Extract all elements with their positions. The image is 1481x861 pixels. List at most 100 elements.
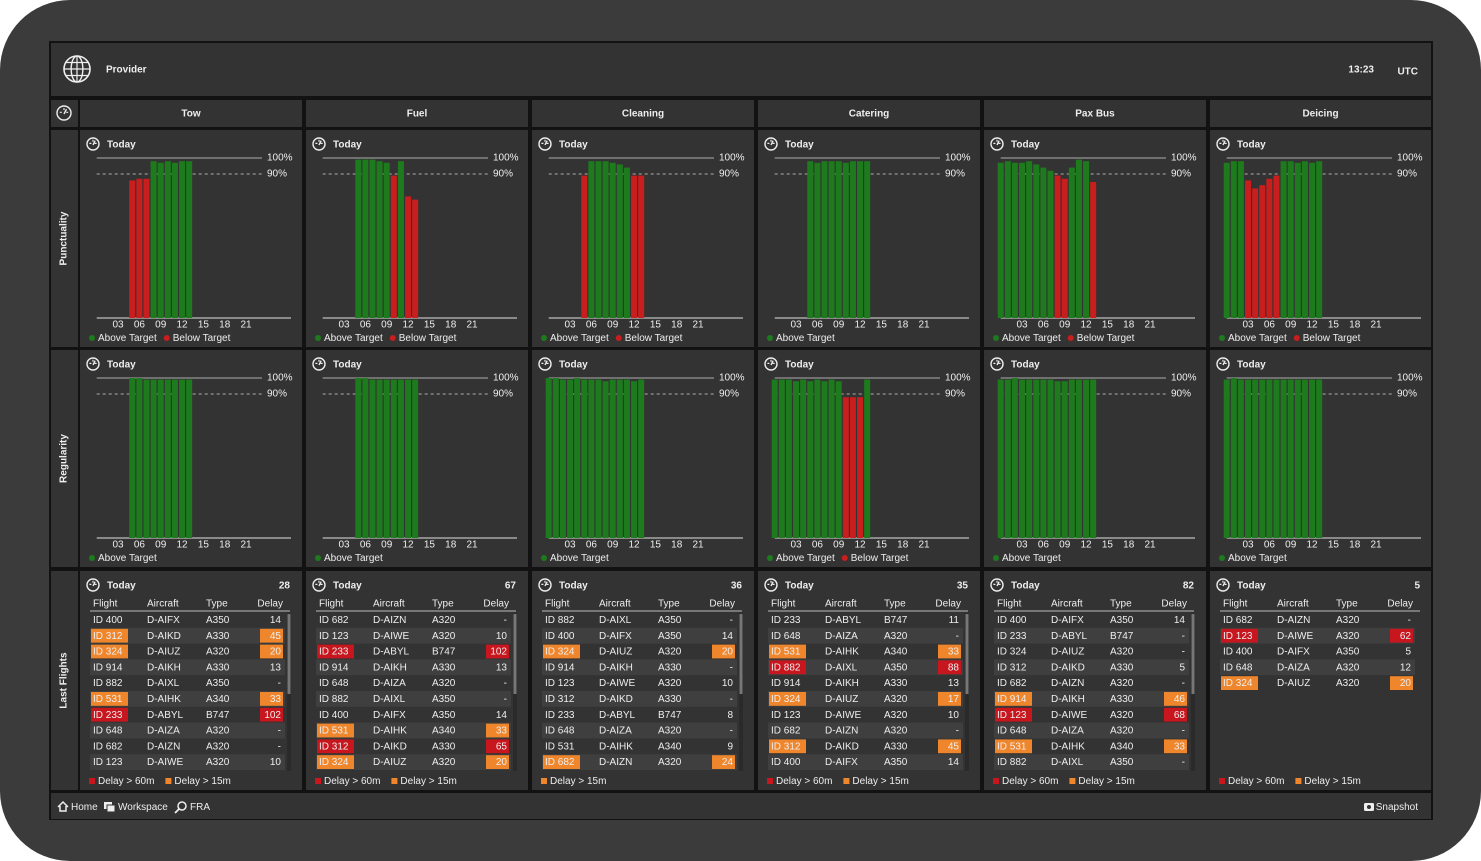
legend-label: Delay > 60m (98, 776, 154, 787)
bar (623, 167, 630, 318)
y-tick-label: 90% (945, 169, 965, 180)
bar (807, 161, 814, 318)
cell-type: A350 (884, 757, 908, 768)
cell-delay: 46 (1174, 694, 1186, 705)
panel (532, 571, 754, 790)
bar (574, 378, 581, 538)
gauge-needle (63, 108, 68, 115)
scroll-thumb[interactable] (965, 614, 969, 694)
cell-aircraft: D-AIKD (147, 631, 181, 642)
cell-type: A350 (432, 694, 456, 705)
cell-flight: ID 914 (997, 694, 1027, 705)
gauge-needle (544, 140, 548, 146)
cell-delay: - (1182, 757, 1185, 768)
header-bar (51, 43, 1431, 96)
bar (842, 397, 849, 538)
bar (631, 381, 638, 538)
legend-swatch (993, 335, 999, 341)
bar (828, 379, 835, 538)
cell-flight: ID 400 (997, 615, 1027, 626)
bar (1301, 379, 1308, 538)
nav-location[interactable]: FRA (190, 802, 210, 813)
cell-delay: 14 (1174, 615, 1186, 626)
cell-type: B747 (432, 647, 456, 658)
row-stripe (90, 691, 285, 707)
nav-home[interactable]: Home (71, 802, 98, 813)
legend-swatch (541, 778, 547, 784)
x-tick-label: 03 (1242, 540, 1254, 551)
cell-aircraft: D-AIWE (373, 631, 409, 642)
delay-highlight (938, 692, 961, 706)
footer-bar (51, 793, 1431, 819)
bar (150, 379, 157, 538)
snapshot-button[interactable]: Snapshot (1376, 802, 1418, 813)
gauge-ticks (993, 139, 1001, 144)
cell-type: A350 (884, 662, 908, 673)
scroll-thumb[interactable] (287, 614, 291, 694)
cell-flight: ID 233 (997, 631, 1027, 642)
cell-aircraft: D-AIFX (1277, 647, 1310, 658)
flight-highlight (91, 692, 128, 706)
legend-label: Delay > 15m (1304, 776, 1360, 787)
legend-swatch (89, 555, 95, 561)
x-tick-label: 15 (1328, 320, 1340, 331)
cell-delay: 10 (722, 678, 734, 689)
y-tick-label: 100% (1171, 373, 1197, 384)
bar (997, 379, 1004, 538)
legend-swatch (841, 555, 848, 561)
x-tick-label: 21 (693, 540, 705, 551)
bar (405, 196, 412, 318)
cell-type: A320 (884, 631, 908, 642)
delay-highlight (938, 660, 961, 675)
flight-highlight (1221, 676, 1258, 690)
cell-aircraft: D-AIZA (825, 631, 858, 642)
cell-aircraft: D-AIXL (825, 662, 858, 673)
cell-aircraft: D-ABYL (825, 615, 862, 626)
cell-delay: 45 (948, 741, 960, 752)
cell-aircraft: D-AIXL (147, 678, 180, 689)
gauge-ticks (315, 139, 323, 144)
x-tick-label: 18 (219, 540, 231, 551)
scroll-thumb[interactable] (1191, 614, 1195, 694)
bar (1316, 161, 1323, 318)
cell-type: A320 (1336, 662, 1360, 673)
cell-flight: ID 400 (771, 757, 801, 768)
column-header (306, 100, 528, 127)
cell-type: A320 (1336, 678, 1360, 689)
gauge-icon (764, 357, 778, 371)
cell-aircraft: D-ABYL (373, 647, 410, 658)
y-tick-label: 100% (719, 373, 745, 384)
cell-delay: - (278, 678, 281, 689)
y-tick-label: 90% (267, 389, 287, 400)
gauge-needle (1222, 140, 1226, 146)
x-tick-label: 15 (650, 320, 662, 331)
scroll-thumb[interactable] (739, 614, 743, 694)
gauge-ticks (315, 359, 323, 364)
clock-zone: UTC (1397, 67, 1418, 78)
column-title: Cleaning (622, 109, 664, 120)
bar (390, 379, 397, 538)
cell-flight: ID 324 (93, 647, 123, 658)
bar (1294, 379, 1301, 538)
y-tick-label: 90% (945, 389, 965, 400)
bar (567, 379, 574, 538)
bar (1083, 379, 1090, 538)
period-label: Today (559, 581, 588, 592)
bar (1230, 378, 1237, 538)
bar (545, 378, 552, 538)
cell-type: A320 (1110, 647, 1134, 658)
bar (376, 161, 383, 318)
nav-workspace[interactable]: Workspace (118, 802, 168, 813)
flight-highlight (91, 644, 128, 659)
x-tick-label: 18 (671, 540, 683, 551)
bar (814, 162, 821, 318)
cell-delay: 10 (948, 710, 960, 721)
cell-delay: - (504, 678, 507, 689)
column-heading: Delay (257, 599, 283, 610)
x-tick-label: 06 (360, 320, 372, 331)
legend-label: Delay > 15m (852, 776, 908, 787)
bar (1047, 170, 1054, 318)
panel (984, 571, 1206, 790)
x-tick-label: 06 (586, 320, 598, 331)
scroll-thumb[interactable] (513, 614, 517, 694)
